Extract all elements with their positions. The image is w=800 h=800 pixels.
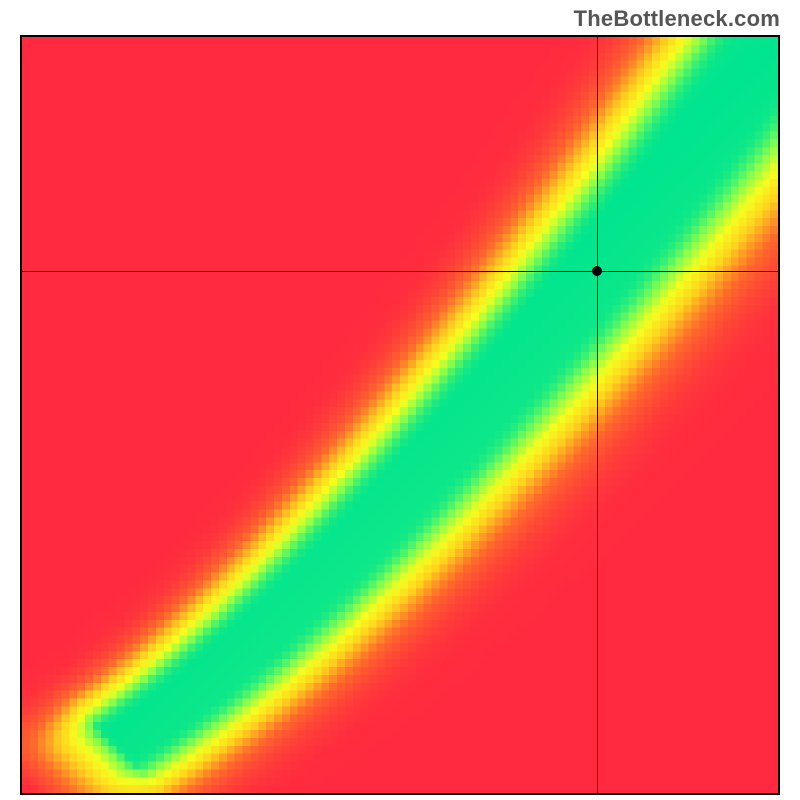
crosshair-horizontal xyxy=(22,271,778,272)
heatmap-canvas xyxy=(22,37,778,793)
crosshair-vertical xyxy=(597,37,598,793)
heatmap-chart xyxy=(20,35,780,795)
watermark-text: TheBottleneck.com xyxy=(574,6,780,32)
crosshair-marker-dot xyxy=(592,266,602,276)
